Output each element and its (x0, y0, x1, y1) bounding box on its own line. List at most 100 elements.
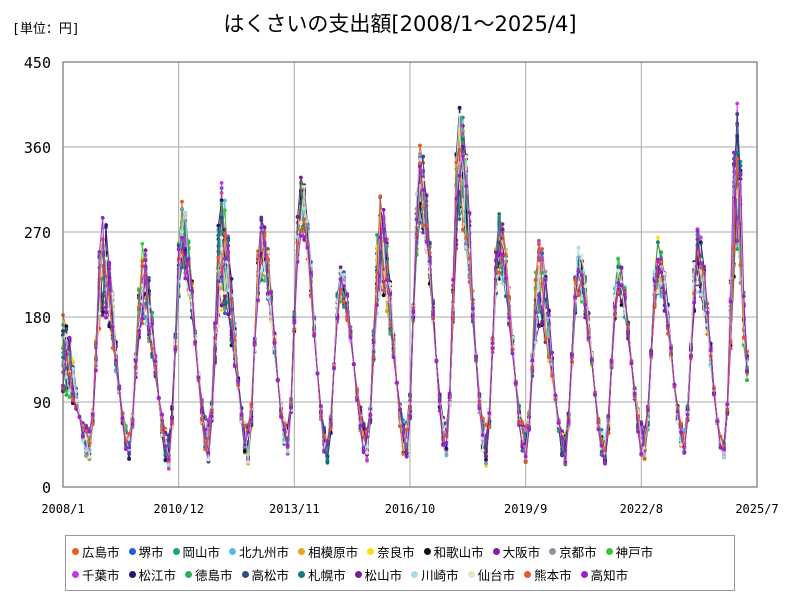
series-point (127, 445, 131, 450)
series-point (385, 244, 389, 249)
legend-marker (524, 571, 532, 578)
series-point (170, 417, 175, 421)
series-point (441, 418, 445, 423)
series-point (732, 150, 736, 155)
series-point (107, 292, 112, 297)
series-point (269, 290, 274, 295)
series-point (679, 430, 683, 434)
series-point (669, 346, 673, 351)
series-point (735, 156, 740, 161)
series-point (613, 304, 617, 309)
series-point (196, 375, 201, 380)
series-point (702, 312, 706, 316)
series-point (629, 361, 634, 366)
series-point (150, 310, 155, 315)
series-point (520, 442, 525, 446)
series-point (523, 460, 528, 465)
series-point (659, 294, 664, 299)
series-point (74, 407, 79, 411)
series-point (365, 450, 369, 455)
series-point (722, 447, 726, 452)
series-point (543, 278, 548, 282)
series-point (219, 235, 224, 240)
series-point (199, 418, 204, 422)
x-tick-label: 2008/1 (41, 502, 84, 516)
series-point (537, 310, 541, 314)
series-point (454, 160, 459, 165)
series-point (467, 256, 472, 260)
series-point (642, 457, 647, 461)
series-point (239, 412, 244, 417)
series-point (424, 193, 429, 198)
legend-item: 松江市 (128, 565, 176, 584)
series-group (61, 121, 749, 465)
series-point (507, 316, 511, 320)
series-point (249, 402, 254, 407)
series-point (127, 431, 131, 436)
series-point (199, 408, 204, 412)
series-point (266, 295, 270, 300)
legend-marker (354, 571, 362, 578)
x-tick-label: 2013/11 (269, 502, 320, 516)
series-point (67, 395, 72, 400)
series-point (626, 332, 630, 336)
series-point (639, 422, 644, 427)
series-point (461, 227, 465, 232)
series-point (206, 450, 211, 455)
legend-item: 京都市 (549, 542, 597, 561)
series-point (523, 424, 528, 429)
series-point (722, 454, 726, 459)
series-point (282, 440, 287, 445)
series-point (672, 382, 677, 387)
series-point (209, 414, 214, 419)
series-point (702, 264, 706, 269)
series-point (305, 245, 310, 250)
series-point (738, 277, 743, 281)
series-point (464, 235, 469, 240)
legend-item: 奈良市 (367, 542, 415, 561)
legend-label: 大阪市 (502, 545, 541, 560)
series-point (603, 436, 607, 441)
series-point (285, 449, 290, 454)
series-point (375, 270, 379, 275)
series-point (371, 340, 376, 345)
series-point (190, 288, 194, 293)
series-group (61, 112, 749, 465)
legend-label: 広島市 (82, 545, 120, 560)
series-line (62, 174, 748, 462)
series-point (259, 260, 264, 265)
series-point (219, 198, 224, 203)
series-line (62, 114, 748, 466)
series-line (62, 142, 748, 464)
series-line (62, 114, 748, 463)
series-point (160, 412, 165, 417)
series-point (292, 319, 297, 324)
series-point (675, 409, 680, 414)
series-point (80, 438, 85, 443)
series-group (61, 127, 749, 468)
series-point (64, 324, 69, 329)
series-point (550, 350, 554, 355)
series-point (242, 443, 247, 447)
series-line (62, 107, 748, 463)
legend-item: 高松市 (241, 565, 289, 584)
series-point (616, 268, 621, 273)
series-point (642, 425, 647, 430)
series-point (229, 307, 234, 312)
series-point (738, 263, 743, 268)
series-group (61, 148, 749, 466)
series-point (368, 413, 373, 418)
x-tick-label: 2019/9 (504, 502, 547, 516)
series-point (437, 398, 442, 403)
series-point (223, 208, 227, 213)
series-point (725, 402, 730, 407)
series-point (388, 282, 393, 286)
series-point (649, 352, 654, 357)
series-point (404, 427, 409, 432)
series-point (275, 378, 280, 382)
series-point (576, 269, 581, 274)
legend-item: 熊本市 (524, 565, 572, 584)
series-point (454, 197, 459, 201)
series-point (497, 250, 502, 255)
legend-label: 徳島市 (195, 568, 233, 583)
